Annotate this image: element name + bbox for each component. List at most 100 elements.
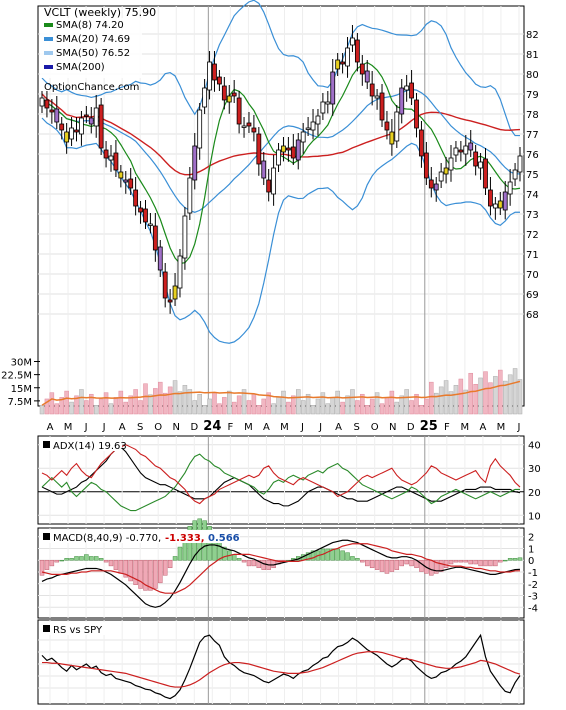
macd-histogram-bar <box>44 559 50 570</box>
macd-histogram-bar <box>123 559 129 578</box>
macd-histogram-bar <box>473 559 478 565</box>
macd-label: MACD(8,40,9) -0.770, <box>53 533 161 544</box>
macd-histogram-bar <box>364 559 370 567</box>
macd-histogram-bar <box>404 559 409 565</box>
macd-histogram-bar <box>340 550 345 561</box>
rs-plot-frame <box>37 619 525 705</box>
volume-bar <box>59 397 64 415</box>
x-tick-label: M <box>497 422 506 433</box>
candle-body <box>379 92 385 121</box>
volume-bar <box>113 397 119 415</box>
volume-bar <box>493 376 498 415</box>
volume-bar <box>379 403 385 415</box>
macd-tick-label: -4 <box>528 603 538 614</box>
volume-bar <box>478 377 483 415</box>
volume-bar <box>143 383 148 415</box>
candle-body <box>177 255 183 289</box>
upper-band-line <box>41 0 520 137</box>
x-tick-label: M <box>244 422 253 433</box>
macd-histogram-bar <box>74 556 79 561</box>
candle-body <box>433 183 439 191</box>
candle-body <box>281 145 286 153</box>
macd-histogram-bar <box>310 550 316 561</box>
price-tick-label: 77 <box>526 130 539 141</box>
candle-body <box>423 152 429 179</box>
volume-bar <box>473 384 478 415</box>
macd-histogram-bar <box>507 558 513 561</box>
volume-bar <box>340 401 345 415</box>
volume-tick-label: 30M <box>11 358 32 369</box>
legend-swatch <box>44 23 53 27</box>
candle-body <box>79 117 84 135</box>
candle-body <box>69 127 74 140</box>
macd-histogram-bar <box>345 552 350 561</box>
volume-bar <box>89 393 94 415</box>
candle-body <box>246 122 252 127</box>
candle-body <box>359 63 365 75</box>
macd-histogram-bar <box>433 559 439 574</box>
macd-histogram-bar <box>69 558 74 561</box>
macd-histogram-bar <box>369 559 375 569</box>
macd-histogram-bar <box>118 559 124 574</box>
candle-body <box>103 149 109 159</box>
macd-histogram-bar <box>153 559 158 589</box>
candle-body <box>310 121 316 131</box>
macd-histogram-bar <box>453 559 459 563</box>
macd-histogram-bar <box>458 559 464 563</box>
macd-tick-label: 0 <box>528 556 534 567</box>
candle-body <box>325 101 331 105</box>
macd-histogram-bar <box>498 559 503 563</box>
candle-body <box>128 178 134 189</box>
x-tick-label: M <box>461 422 470 433</box>
macd-histogram-bar <box>128 559 133 582</box>
candle-body <box>443 167 449 175</box>
candle-body <box>182 215 188 259</box>
candle-body <box>221 85 227 101</box>
macd-histogram-bar <box>438 559 444 572</box>
volume-bar <box>404 389 409 415</box>
price-tick-label: 75 <box>526 170 539 181</box>
volume-bar <box>443 380 449 415</box>
volume-bar <box>468 372 473 415</box>
volume-bar <box>207 398 212 415</box>
rs-label: RS vs SPY <box>53 625 103 636</box>
macd-histogram-bar <box>478 559 483 567</box>
candle-body <box>251 127 257 133</box>
price-tick-label: 76 <box>526 150 539 161</box>
candle-body <box>217 76 222 85</box>
candle-body <box>448 157 454 171</box>
candle-body <box>143 208 148 223</box>
legend-swatch <box>44 51 53 55</box>
sma20-line <box>41 88 520 213</box>
volume-bar <box>276 397 281 415</box>
macd-histogram-bar <box>98 558 104 561</box>
volume-bar <box>310 405 316 415</box>
macd-histogram-bar <box>39 559 45 576</box>
volume-bar <box>399 395 404 415</box>
candle-body <box>369 83 375 97</box>
volume-bar <box>123 401 129 415</box>
volume-bar <box>330 397 335 415</box>
volume-bar <box>227 390 232 415</box>
x-tick-label: N <box>389 422 396 433</box>
macd-histogram-bar <box>54 559 60 563</box>
candle-body <box>320 101 326 114</box>
volume-bar <box>103 392 109 415</box>
volume-bar <box>241 389 247 415</box>
price-tick-label: 71 <box>526 250 539 261</box>
x-tick-label: O <box>154 422 162 433</box>
macd-histogram-bar <box>207 526 212 561</box>
candle-body <box>148 223 153 226</box>
candle-body <box>404 85 410 91</box>
rs-panel: RS vs SPY <box>37 619 525 705</box>
macd-tick-label: -3 <box>528 592 538 603</box>
macd-histogram-bar <box>305 552 311 561</box>
price-tick-label: 81 <box>526 50 539 61</box>
volume-bar <box>44 398 50 415</box>
candle-body <box>271 167 277 195</box>
volume-bar <box>158 381 163 415</box>
price-tick-label: 74 <box>526 190 539 201</box>
legend-entry: SMA(50) 76.52 <box>56 48 130 59</box>
volume-bar <box>251 393 257 415</box>
x-tick-label: D <box>407 422 415 433</box>
